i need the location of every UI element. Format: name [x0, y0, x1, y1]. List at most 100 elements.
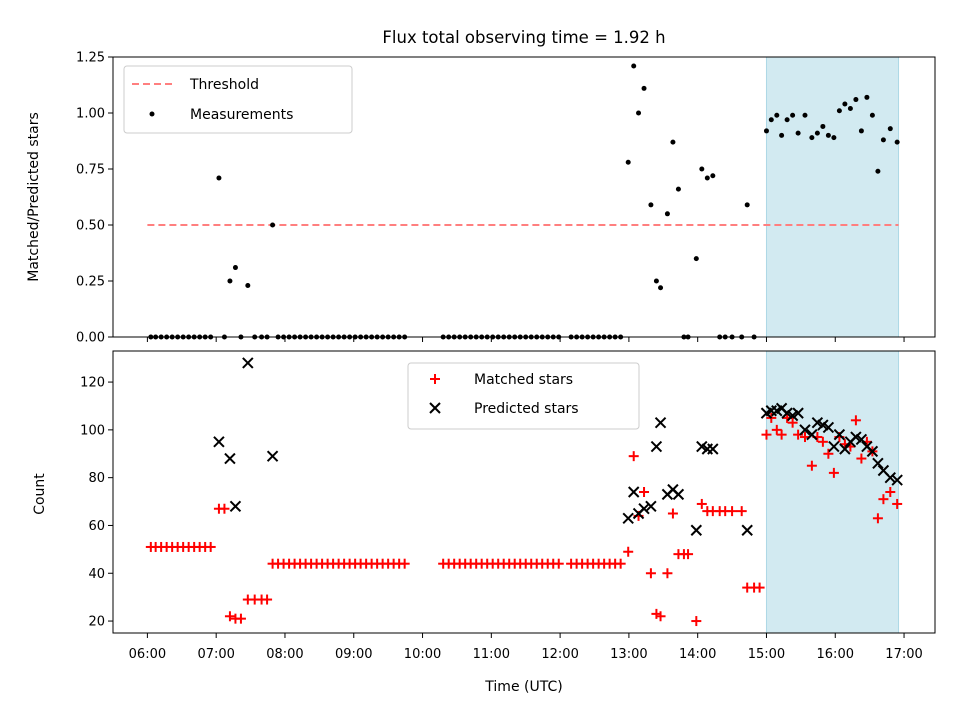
measurement-point	[710, 173, 716, 179]
top-legend-frame	[123, 65, 353, 134]
matched-star-point	[776, 429, 787, 440]
predicted-star-point	[622, 512, 634, 524]
predicted-star-point	[884, 471, 896, 484]
bottom-y-axis-label: Count	[32, 473, 48, 515]
matched-star-point	[615, 558, 626, 569]
predicted-star-point	[224, 452, 236, 465]
bottom-y-tick-label: 80	[88, 471, 105, 486]
predicted-star-point	[672, 488, 685, 501]
x-tick-label: 14:00	[679, 647, 716, 662]
legend-threshold-label: Threshold	[189, 77, 259, 93]
predicted-star-point	[855, 433, 868, 446]
predicted-star-point	[806, 428, 818, 441]
predicted-star-point	[638, 503, 650, 515]
measurement-point	[802, 112, 808, 118]
predicted-star-point	[799, 424, 811, 436]
x-axis-label: Time (UTC)	[484, 679, 562, 695]
x-tick-label: 06:00	[129, 647, 166, 662]
matched-star-point	[856, 453, 867, 464]
x-tick-label: 17:00	[885, 647, 922, 662]
top-y-tick-label: 0.00	[76, 331, 105, 346]
measurement-point	[648, 202, 654, 208]
bottom-y-tick-label: 40	[88, 567, 105, 582]
measurement-point	[779, 132, 785, 138]
predicted-star-point	[828, 440, 840, 453]
top-y-tick-label: 1.25	[76, 51, 105, 66]
matched-star-point	[736, 506, 747, 517]
measurement-point	[245, 282, 251, 288]
matched-star-point	[761, 429, 772, 440]
measurement-point	[693, 256, 699, 262]
x-tick-label: 10:00	[404, 647, 441, 662]
measurement-point	[763, 128, 769, 134]
matched-star-point	[399, 558, 410, 569]
measurement-point	[631, 63, 637, 69]
measurement-point	[625, 159, 631, 165]
measurement-point	[216, 175, 222, 181]
top-y-tick-label: 0.25	[76, 275, 105, 290]
matched-star-point	[878, 494, 889, 505]
measurement-point	[820, 123, 826, 129]
legend-measurements-label: Measurements	[190, 107, 293, 123]
measurement-point	[831, 135, 837, 141]
matched-star-point	[817, 436, 828, 447]
bottom-y-tick-label: 20	[88, 615, 105, 630]
matched-star-point	[806, 460, 817, 471]
matched-star-point	[553, 558, 564, 569]
legend-predicted-swatch	[429, 402, 441, 414]
matched-star-point	[771, 424, 782, 435]
bottom-axes-frame	[112, 350, 936, 634]
measurement-point	[875, 168, 881, 174]
measurement-point	[894, 139, 900, 145]
matched-star-point	[623, 546, 634, 557]
bottom-legend-frame	[407, 362, 640, 430]
predicted-star-point	[833, 428, 846, 441]
matched-star-point	[850, 415, 861, 426]
measurement-point	[869, 112, 875, 118]
legend-matched-swatch	[430, 374, 440, 384]
measurement-point	[670, 139, 676, 145]
bottom-y-tick-label: 120	[80, 376, 105, 391]
predicted-star-point	[645, 500, 657, 513]
bottom-panel: 20 40 60 80 100 120 06:00 07:00 08:00 09:00 10:00 1…	[80, 350, 936, 662]
predicted-star-point	[654, 416, 667, 429]
bottom-y-tick-label: 60	[88, 519, 105, 534]
measurement-point	[795, 130, 801, 136]
predicted-star-point	[650, 440, 663, 453]
matched-star-point	[662, 568, 673, 579]
x-tick-label: 11:00	[473, 647, 510, 662]
predicted-star-point	[690, 524, 703, 536]
matched-star-point	[691, 616, 702, 627]
chart-title: Flux total observing time = 1.92 h	[382, 28, 665, 47]
matched-star-point	[219, 503, 230, 514]
predicted-star-point	[822, 421, 835, 434]
measurement-point	[232, 265, 238, 271]
measurement-point	[653, 278, 659, 284]
matched-star-point	[754, 582, 765, 593]
top-y-axis-label: Matched/Predicted stars	[26, 112, 42, 282]
predicted-star-point	[266, 450, 279, 462]
measurement-point	[664, 211, 670, 217]
measurement-point	[853, 97, 859, 103]
x-tick-label: 08:00	[266, 647, 303, 662]
measurement-point	[768, 117, 774, 123]
x-tick-label: 13:00	[610, 647, 647, 662]
bottom-legend: Matched stars Predicted stars	[407, 362, 640, 430]
measurement-point	[887, 126, 893, 132]
matched-star-point	[667, 508, 678, 519]
measurement-point	[699, 166, 705, 172]
top-shaded-span	[765, 56, 900, 338]
predicted-star-point	[866, 445, 879, 458]
measurement-point	[774, 112, 780, 118]
bottom-shaded-span	[765, 350, 900, 634]
measurement-point	[658, 285, 664, 291]
bottom-y-tick-label: 100	[80, 423, 105, 438]
matched-star-point	[696, 498, 707, 509]
measurement-point	[744, 202, 750, 208]
matched-star-point	[655, 611, 666, 622]
measurement-point	[858, 128, 864, 134]
legend-matched-label: Matched stars	[474, 372, 573, 388]
predicted-star-point	[229, 500, 242, 513]
top-y-tick-label: 1.00	[76, 107, 105, 122]
measurement-point	[790, 112, 796, 118]
